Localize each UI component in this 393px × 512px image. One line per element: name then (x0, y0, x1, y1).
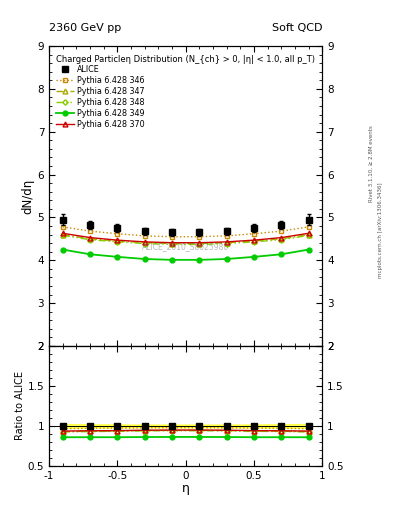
Text: Soft QCD: Soft QCD (272, 23, 322, 33)
Y-axis label: Ratio to ALICE: Ratio to ALICE (15, 371, 25, 440)
Legend: ALICE, Pythia 6.428 346, Pythia 6.428 347, Pythia 6.428 348, Pythia 6.428 349, P: ALICE, Pythia 6.428 346, Pythia 6.428 34… (56, 65, 145, 129)
Y-axis label: dN/dη: dN/dη (22, 178, 35, 214)
Text: Charged Particleη Distribution (N_{ch} > 0, |η| < 1.0, all p_T): Charged Particleη Distribution (N_{ch} >… (56, 55, 315, 64)
Text: mcplots.cern.ch [arXiv:1306.3436]: mcplots.cern.ch [arXiv:1306.3436] (378, 183, 383, 278)
Text: 2360 GeV pp: 2360 GeV pp (49, 23, 121, 33)
X-axis label: η: η (182, 482, 190, 495)
Text: Rivet 3.1.10, ≥ 2.8M events: Rivet 3.1.10, ≥ 2.8M events (369, 125, 374, 202)
Text: ALICE_2010_S8625980: ALICE_2010_S8625980 (142, 243, 230, 251)
